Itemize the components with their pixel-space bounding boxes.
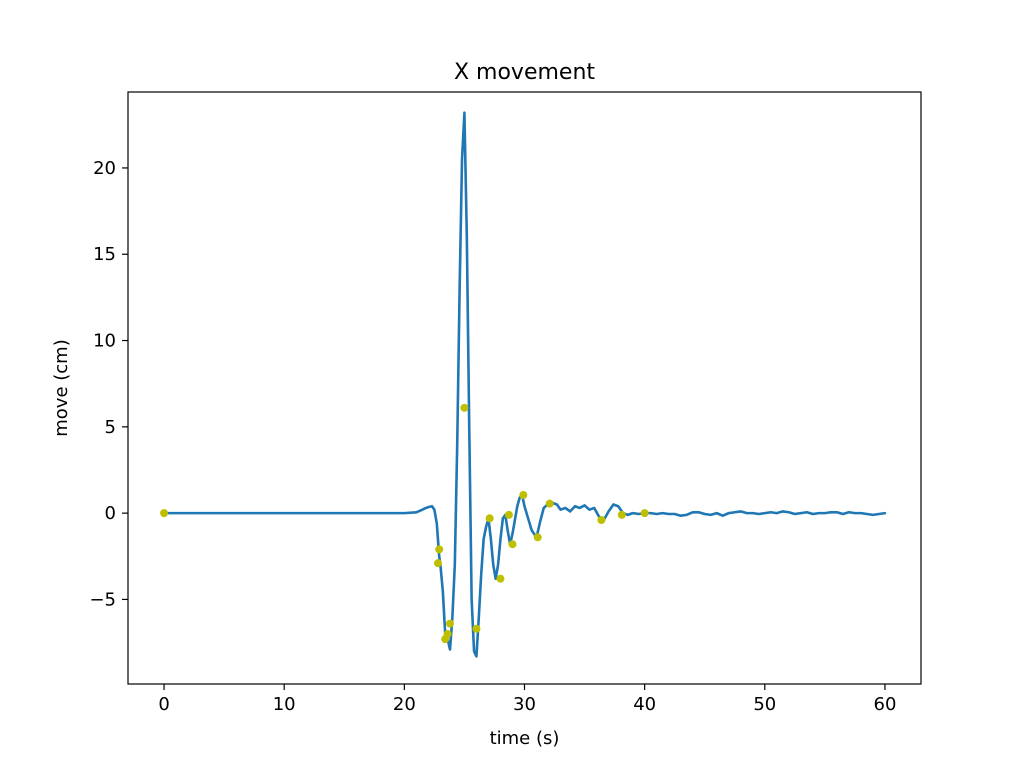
- x-tick-label: 10: [273, 694, 296, 715]
- scatter-point: [460, 403, 469, 412]
- scatter-point: [443, 629, 452, 638]
- y-tick-label: 20: [93, 158, 116, 179]
- scatter-point: [496, 574, 505, 583]
- scatter-point: [472, 624, 481, 633]
- x-tick-label: 20: [393, 694, 416, 715]
- x-tick-label: 30: [513, 694, 536, 715]
- scatter-point: [435, 545, 444, 554]
- scatter-point: [617, 510, 626, 519]
- scatter-point: [545, 499, 554, 508]
- y-tick-label: 0: [105, 503, 116, 524]
- plot-frame: [127, 91, 922, 685]
- chart-title: X movement: [454, 60, 595, 85]
- scatter-point: [597, 516, 606, 525]
- x-tick-label: 0: [158, 694, 169, 715]
- scatter-point: [519, 491, 528, 500]
- scatter-point: [533, 533, 542, 542]
- scatter-point: [508, 540, 517, 549]
- x-axis-label: time (s): [490, 728, 560, 749]
- scatter-point: [446, 619, 455, 628]
- series-line: [162, 111, 887, 658]
- scatter-point: [485, 514, 494, 523]
- scatter-point: [433, 559, 442, 568]
- x-tick-label: 40: [633, 694, 656, 715]
- scatter-point: [160, 509, 169, 518]
- y-tick-label: 15: [93, 244, 116, 265]
- x-tick-label: 60: [874, 694, 897, 715]
- scatter-point: [640, 509, 649, 518]
- y-tick-label: 10: [93, 331, 116, 352]
- y-tick-label: 5: [105, 417, 116, 438]
- y-axis-label: move (cm): [51, 339, 72, 436]
- y-tick-label: −5: [89, 589, 116, 610]
- x-tick-label: 50: [753, 694, 776, 715]
- scatter-point: [504, 510, 513, 519]
